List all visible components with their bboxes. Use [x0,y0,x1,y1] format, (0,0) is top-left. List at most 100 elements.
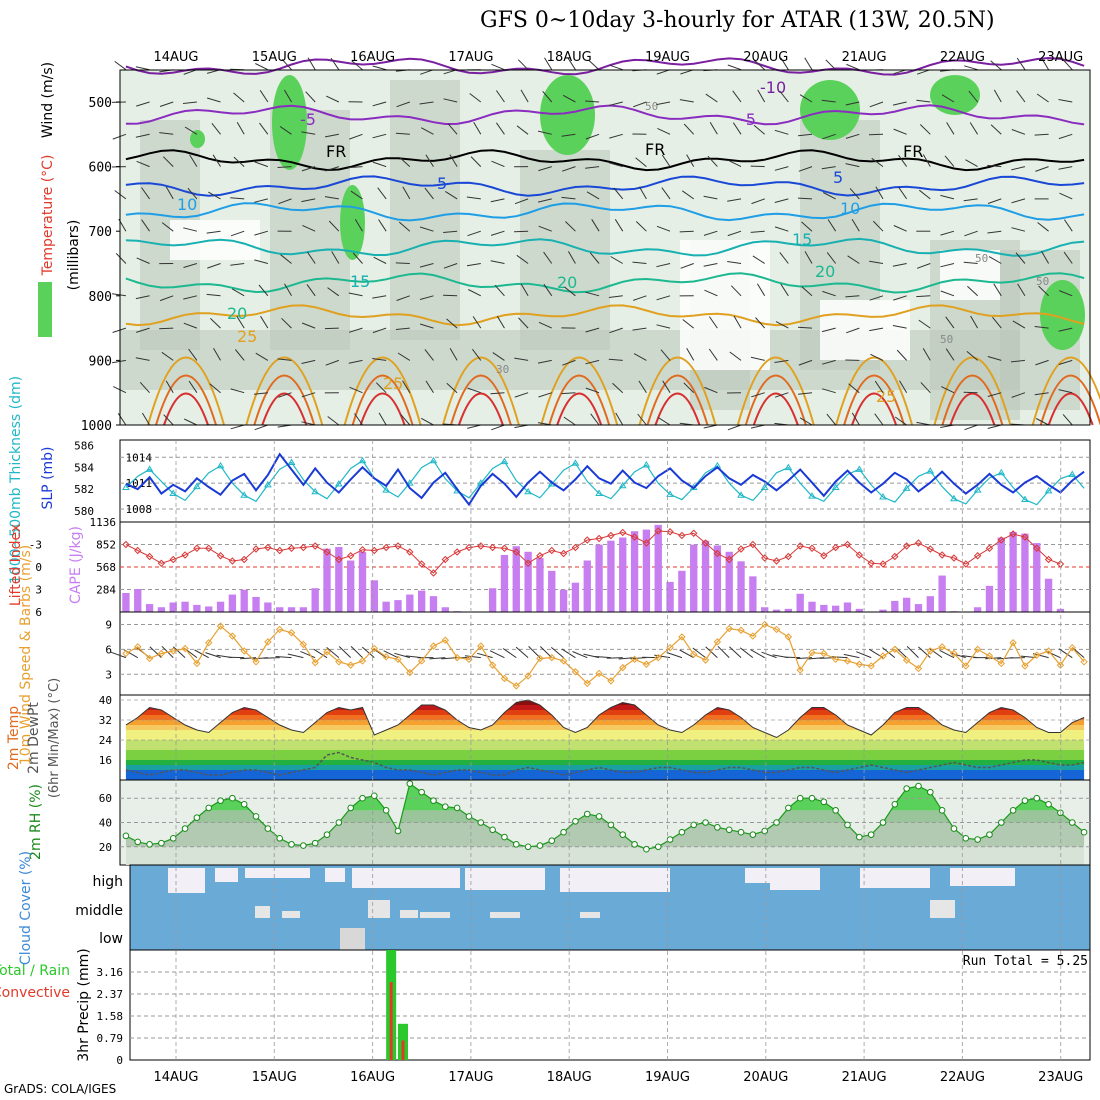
footer-credit: GrADS: COLA/IGES [4,1082,117,1096]
cloud-level-label: middle [75,903,123,919]
rh-point [193,814,201,821]
cape-bar [382,601,390,612]
wind-speed-point [323,648,331,656]
wind-barb [307,57,316,70]
li-point [264,543,272,552]
wind-barb [562,359,576,366]
wind-barb [492,352,505,361]
wind-barb [692,647,706,659]
temp2m-panel: 16 24 32 40 [99,694,1091,781]
wind-barb [149,646,162,659]
wind-barb [398,221,411,232]
surface-isotherm [736,356,815,426]
slp-point [358,456,367,464]
cape-bar [985,585,994,612]
wind-barb [662,380,671,393]
wind-barb [920,382,931,394]
contour-label: 15 [792,230,812,249]
rh-point [300,842,307,849]
li-point [441,555,450,564]
wind-barb [467,424,481,429]
slp-point [855,465,864,472]
li-point [938,551,946,559]
minmax-label: (6hr Min/Max) (°C) [47,678,62,798]
li-point [559,549,568,558]
wind-barb [517,59,529,71]
wind-barb [259,90,269,103]
cape-bar [145,604,154,612]
cape-bar [240,589,248,612]
cape-bar [666,581,674,612]
wind-barb [682,319,695,329]
wind-barb [515,646,529,659]
wind-barb [869,327,884,332]
wind-barb [491,424,505,431]
cape-bar [607,540,615,612]
cloud-high [950,868,1015,886]
wind-barb [635,221,647,232]
li-point [831,543,840,552]
wind-speed-point [228,632,237,640]
cape-bar [157,607,166,612]
wind-speed-point [891,645,899,654]
wind-barb [822,388,836,394]
wind-barb [635,157,647,167]
wind-barb [301,359,316,364]
wind-barb [189,154,198,167]
wind-barb [301,131,316,135]
rh-point [796,794,804,802]
wind-barb [284,283,292,297]
wind-barb [283,89,292,103]
wind-barb [922,348,931,361]
wind-barb [254,161,269,168]
wind-barb [419,323,434,329]
rh-zone-2 [390,80,460,340]
wind-speed-point [583,679,591,688]
slp-point [145,465,154,472]
wind-barb [963,261,978,264]
cape-bar [370,580,378,612]
wind-barb [324,327,339,330]
wind-barb [752,255,765,264]
wind-barb [159,327,174,330]
wind-barb [425,380,434,393]
wind-speed-point [808,648,816,657]
cloud-high [560,868,670,892]
li-point [950,554,958,562]
wind-barb [397,352,411,361]
wind-barb [637,413,647,426]
li-point [181,551,189,559]
ytick-label: 852 [96,539,116,552]
wind-barb [300,650,316,659]
wind-speed-point [453,653,461,662]
wind-barb [516,254,529,264]
wind-speed-point [216,622,225,630]
contour-label: 5 [833,168,843,187]
wind-barb [987,230,1002,234]
wind-barb [514,357,529,361]
wind-barb [756,283,766,297]
wind-speed-point [406,668,414,677]
bottom-date-label: 16AUG [350,1070,395,1085]
wind-barb [496,315,505,329]
cape-bar [323,548,331,612]
wind-barb [727,198,742,202]
rh-point [169,834,177,842]
wind-barb [825,59,837,71]
top-date-label: 21AUG [842,50,887,65]
wind-barb [615,412,624,426]
ytick-label: 700 [89,225,112,240]
cape-bar [630,531,639,612]
wind-barb [754,59,766,71]
wind-barb [139,381,150,394]
wind-barb [940,230,955,236]
rh-moist-1 [340,185,365,260]
li-point [134,546,142,555]
cape-bar [252,596,260,612]
wind-barb [544,57,553,70]
wind-barb [183,263,198,268]
ytick-label: -3 [29,539,42,552]
rh-point [749,831,757,838]
wind-barb [729,351,742,361]
cape-bar [595,544,603,612]
